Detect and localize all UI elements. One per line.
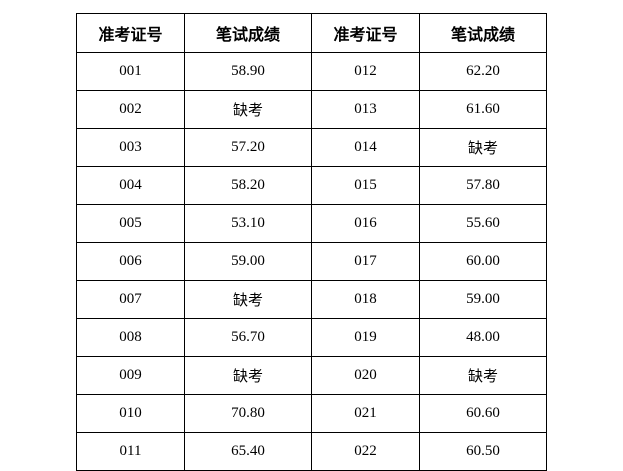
- cell-exam-number-right: 018: [311, 280, 420, 319]
- cell-exam-number-right: 021: [311, 394, 420, 433]
- cell-score-left: 缺考: [184, 356, 312, 395]
- table-row: 006 59.00 017 60.00: [76, 242, 547, 281]
- table-row: 011 65.40 022 60.50: [76, 432, 547, 471]
- table-row: 005 53.10 016 55.60: [76, 204, 547, 243]
- cell-exam-number-right: 022: [311, 432, 420, 471]
- cell-score-right: 59.00: [419, 280, 547, 319]
- cell-exam-number-left: 010: [76, 394, 185, 433]
- cell-score-right: 60.00: [419, 242, 547, 281]
- cell-score-left: 58.90: [184, 52, 312, 91]
- column-header-written-score-left: 笔试成绩: [184, 13, 312, 53]
- cell-exam-number-right: 016: [311, 204, 420, 243]
- table-row: 001 58.90 012 62.20: [76, 52, 547, 91]
- cell-score-left: 59.00: [184, 242, 312, 281]
- cell-exam-number-right: 012: [311, 52, 420, 91]
- table-header-row: 准考证号 笔试成绩 准考证号 笔试成绩: [76, 13, 547, 53]
- cell-score-left: 57.20: [184, 128, 312, 167]
- cell-exam-number-left: 007: [76, 280, 185, 319]
- cell-score-right: 62.20: [419, 52, 547, 91]
- table-row: 002 缺考 013 61.60: [76, 90, 547, 129]
- cell-exam-number-left: 005: [76, 204, 185, 243]
- table-row: 010 70.80 021 60.60: [76, 394, 547, 433]
- cell-score-left: 缺考: [184, 90, 312, 129]
- cell-exam-number-right: 015: [311, 166, 420, 205]
- column-header-written-score-right: 笔试成绩: [419, 13, 547, 53]
- cell-score-right: 61.60: [419, 90, 547, 129]
- table-row: 009 缺考 020 缺考: [76, 356, 547, 395]
- column-header-exam-number-right: 准考证号: [311, 13, 420, 53]
- cell-score-right: 60.60: [419, 394, 547, 433]
- cell-exam-number-right: 014: [311, 128, 420, 167]
- cell-score-left: 53.10: [184, 204, 312, 243]
- score-table: 准考证号 笔试成绩 准考证号 笔试成绩 001 58.90 012 62.20 …: [76, 13, 547, 471]
- cell-score-right: 48.00: [419, 318, 547, 357]
- cell-score-right: 缺考: [419, 128, 547, 167]
- cell-exam-number-left: 004: [76, 166, 185, 205]
- cell-score-right: 55.60: [419, 204, 547, 243]
- cell-exam-number-left: 009: [76, 356, 185, 395]
- cell-score-left: 56.70: [184, 318, 312, 357]
- cell-score-right: 缺考: [419, 356, 547, 395]
- table-row: 007 缺考 018 59.00: [76, 280, 547, 319]
- cell-exam-number-right: 019: [311, 318, 420, 357]
- cell-exam-number-left: 006: [76, 242, 185, 281]
- cell-exam-number-right: 020: [311, 356, 420, 395]
- cell-exam-number-right: 017: [311, 242, 420, 281]
- score-table-container: 准考证号 笔试成绩 准考证号 笔试成绩 001 58.90 012 62.20 …: [76, 13, 547, 471]
- table-row: 008 56.70 019 48.00: [76, 318, 547, 357]
- cell-exam-number-left: 001: [76, 52, 185, 91]
- cell-exam-number-left: 011: [76, 432, 185, 471]
- cell-score-left: 70.80: [184, 394, 312, 433]
- cell-exam-number-left: 008: [76, 318, 185, 357]
- column-header-exam-number-left: 准考证号: [76, 13, 185, 53]
- cell-score-right: 60.50: [419, 432, 547, 471]
- cell-score-left: 65.40: [184, 432, 312, 471]
- cell-score-left: 58.20: [184, 166, 312, 205]
- cell-score-left: 缺考: [184, 280, 312, 319]
- table-row: 003 57.20 014 缺考: [76, 128, 547, 167]
- cell-exam-number-left: 003: [76, 128, 185, 167]
- cell-score-right: 57.80: [419, 166, 547, 205]
- cell-exam-number-right: 013: [311, 90, 420, 129]
- cell-exam-number-left: 002: [76, 90, 185, 129]
- table-row: 004 58.20 015 57.80: [76, 166, 547, 205]
